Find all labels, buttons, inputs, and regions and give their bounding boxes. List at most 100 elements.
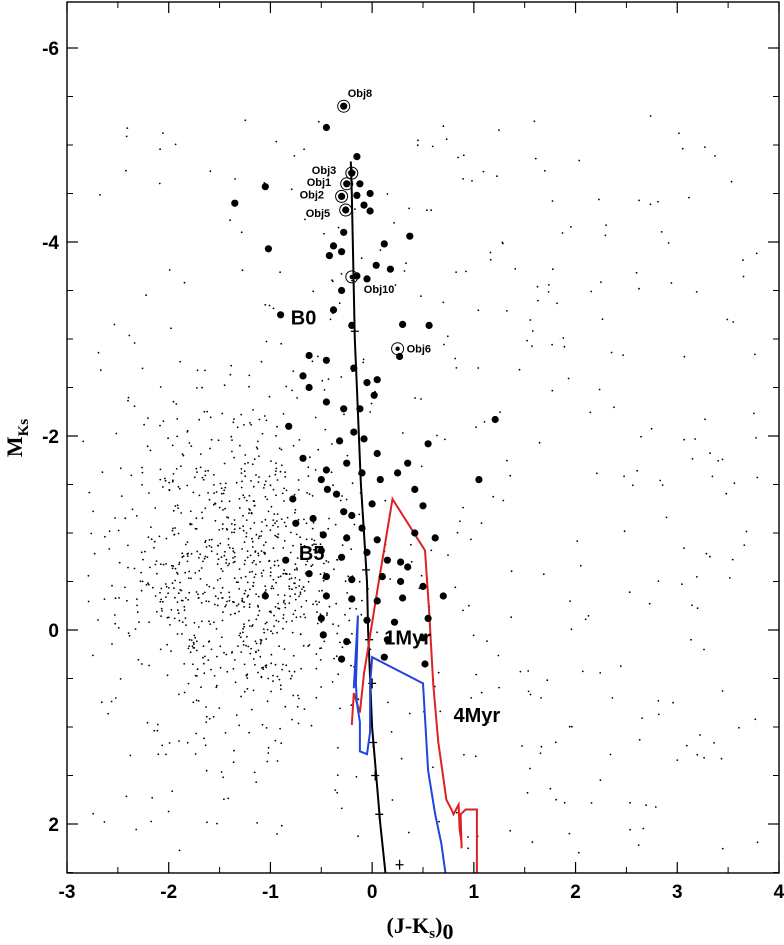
field-star bbox=[731, 558, 734, 561]
field-star bbox=[233, 577, 236, 579]
member-star bbox=[380, 240, 388, 248]
field-star bbox=[465, 270, 467, 273]
field-star bbox=[315, 667, 318, 670]
field-star bbox=[393, 222, 395, 224]
field-star bbox=[140, 589, 143, 592]
field-star bbox=[192, 641, 195, 644]
field-star bbox=[146, 721, 149, 724]
field-star bbox=[623, 475, 625, 478]
field-star bbox=[499, 411, 501, 413]
member-star bbox=[404, 563, 412, 571]
x-tick-label: -1 bbox=[262, 882, 279, 903]
field-star bbox=[124, 517, 127, 520]
field-star bbox=[277, 594, 279, 596]
field-star bbox=[346, 592, 349, 594]
field-star bbox=[605, 224, 607, 227]
member-star bbox=[305, 570, 313, 578]
field-star bbox=[156, 610, 158, 613]
field-star bbox=[455, 811, 458, 814]
field-star bbox=[589, 411, 592, 414]
field-star bbox=[160, 587, 163, 590]
field-star bbox=[297, 722, 300, 725]
field-star bbox=[648, 602, 651, 605]
field-star bbox=[529, 767, 531, 770]
field-star bbox=[234, 681, 237, 684]
field-star bbox=[315, 543, 317, 546]
field-star bbox=[496, 175, 498, 178]
field-star bbox=[329, 318, 332, 321]
field-star bbox=[214, 595, 217, 598]
field-star bbox=[226, 528, 229, 531]
field-star bbox=[311, 538, 313, 541]
field-star bbox=[154, 507, 157, 509]
field-star bbox=[279, 470, 282, 473]
field-star bbox=[331, 279, 333, 281]
field-star bbox=[238, 724, 241, 727]
field-star bbox=[224, 732, 227, 734]
field-star bbox=[581, 670, 584, 673]
field-star bbox=[246, 677, 249, 679]
field-star bbox=[256, 440, 259, 443]
field-star bbox=[269, 529, 272, 531]
field-star bbox=[229, 613, 232, 616]
track-line bbox=[350, 496, 478, 873]
object-label: Obj8 bbox=[348, 88, 372, 100]
field-star bbox=[186, 484, 189, 487]
field-star bbox=[205, 546, 208, 548]
field-star bbox=[215, 628, 218, 630]
field-star bbox=[353, 523, 356, 526]
field-star bbox=[401, 432, 404, 434]
field-star bbox=[667, 242, 670, 244]
field-star bbox=[570, 628, 573, 631]
field-star bbox=[115, 432, 118, 435]
field-star bbox=[177, 485, 180, 488]
field-star bbox=[492, 495, 495, 498]
member-star bbox=[329, 242, 338, 250]
field-star bbox=[223, 798, 225, 801]
field-star bbox=[319, 613, 322, 615]
field-star bbox=[243, 625, 246, 628]
field-star bbox=[135, 828, 138, 831]
field-star bbox=[178, 693, 180, 696]
field-star bbox=[181, 552, 184, 555]
field-star bbox=[285, 525, 287, 528]
member-star bbox=[322, 592, 330, 600]
field-star bbox=[400, 757, 403, 760]
field-star bbox=[153, 546, 155, 549]
field-star bbox=[222, 611, 224, 614]
field-star bbox=[232, 761, 235, 764]
field-star bbox=[319, 659, 322, 661]
field-star bbox=[172, 400, 175, 403]
field-star bbox=[221, 597, 224, 599]
field-star bbox=[311, 495, 314, 497]
track-marker bbox=[369, 737, 378, 748]
field-star bbox=[251, 546, 254, 548]
field-star bbox=[174, 567, 177, 570]
field-star bbox=[265, 419, 268, 422]
field-star bbox=[350, 548, 353, 551]
field-star bbox=[162, 486, 164, 488]
field-star bbox=[337, 673, 340, 676]
x-axis-title-sub1: s bbox=[429, 926, 435, 942]
field-star bbox=[695, 291, 698, 293]
field-star bbox=[251, 570, 254, 573]
field-star bbox=[188, 442, 191, 444]
field-star bbox=[196, 649, 198, 652]
field-star bbox=[262, 544, 265, 546]
field-star bbox=[268, 475, 271, 478]
field-star bbox=[319, 573, 322, 576]
field-star bbox=[299, 591, 302, 594]
field-star bbox=[223, 384, 226, 387]
field-star bbox=[286, 516, 289, 519]
field-star bbox=[569, 600, 571, 602]
field-star bbox=[262, 487, 265, 489]
member-star bbox=[397, 577, 405, 586]
field-star bbox=[186, 555, 189, 557]
field-star bbox=[127, 399, 129, 402]
field-star bbox=[92, 510, 94, 513]
field-star bbox=[207, 659, 210, 661]
field-star bbox=[681, 583, 683, 586]
field-star bbox=[225, 482, 227, 485]
field-star bbox=[228, 599, 231, 602]
field-star bbox=[638, 199, 640, 202]
